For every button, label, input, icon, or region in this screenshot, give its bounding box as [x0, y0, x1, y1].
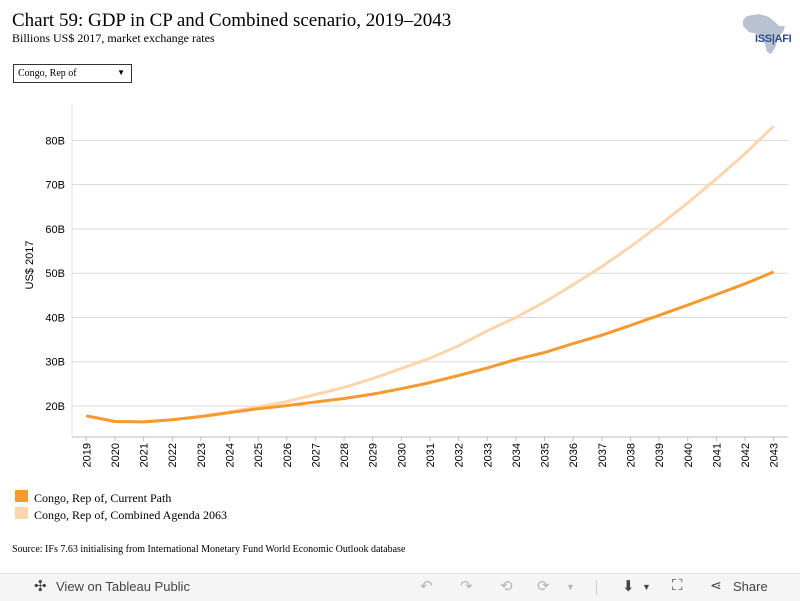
- y-tick-label: 80B: [45, 135, 65, 147]
- legend-swatch: [15, 507, 28, 519]
- view-on-tableau-link[interactable]: View on Tableau Public: [56, 579, 190, 594]
- x-tick-label: 2023: [196, 443, 208, 467]
- x-tick-label: 2038: [625, 443, 637, 467]
- legend-label: Congo, Rep of, Current Path: [34, 491, 172, 505]
- revert-icon[interactable]: ⟲: [500, 578, 513, 595]
- share-button[interactable]: Share: [733, 579, 768, 594]
- y-tick-label: 70B: [45, 180, 65, 192]
- download-icon[interactable]: ⬇: [622, 578, 635, 595]
- page-subtitle: Billions US$ 2017, market exchange rates: [12, 31, 215, 45]
- x-tick-label: 2036: [568, 443, 580, 467]
- x-tick-label: 2029: [368, 443, 380, 467]
- series-lines: [86, 125, 775, 424]
- y-tick-label: 20B: [45, 401, 65, 413]
- x-tick-label: 2040: [683, 443, 695, 467]
- y-tick-label: 60B: [45, 224, 65, 236]
- x-tick-label: 2033: [482, 443, 494, 467]
- gridlines: [71, 105, 788, 438]
- series-line-current-path[interactable]: [86, 270, 775, 424]
- legend-label: Congo, Rep of, Combined Agenda 2063: [34, 508, 227, 522]
- x-tick-label: 2034: [511, 443, 523, 467]
- refresh-icon[interactable]: ⟳: [537, 578, 550, 595]
- legend-swatch: [15, 490, 28, 502]
- x-tick-labels: 2019 2020 2021 2022 2023 2024 2025 2026 2027 2028…: [81, 437, 781, 467]
- x-tick-label: 2026: [282, 443, 294, 467]
- x-tick-label: 2021: [139, 443, 151, 467]
- chevron-down-icon[interactable]: ▼: [642, 582, 651, 592]
- x-tick-label: 2037: [597, 443, 609, 467]
- x-tick-label: 2030: [396, 443, 408, 467]
- country-select-value: Congo, Rep of: [18, 68, 77, 79]
- fullscreen-icon[interactable]: ⛶: [672, 577, 683, 594]
- x-tick-label: 2024: [225, 443, 237, 467]
- country-select[interactable]: Congo, Rep of ▼: [13, 64, 132, 83]
- y-tick-label: 50B: [45, 268, 65, 280]
- y-axis-label: US$ 2017: [24, 241, 36, 290]
- x-tick-label: 2025: [253, 443, 265, 467]
- redo-icon[interactable]: ↷: [460, 578, 473, 595]
- logo-text: ISS|AFI: [755, 33, 792, 45]
- undo-icon[interactable]: ↶: [420, 578, 433, 595]
- tableau-toolbar: ✣ View on Tableau Public ↶ ↷ ⟲ ⟳ ▼ ⬇ ▼ ⛶…: [0, 573, 800, 601]
- x-tick-label: 2028: [339, 443, 351, 467]
- chevron-down-icon: ▼: [117, 68, 125, 77]
- x-tick-label: 2019: [81, 443, 93, 467]
- share-icon[interactable]: ⋖: [710, 577, 722, 593]
- x-tick-label: 2042: [740, 443, 752, 467]
- x-tick-label: 2043: [769, 443, 781, 467]
- x-tick-label: 2020: [110, 443, 122, 467]
- x-tick-label: 2022: [167, 443, 179, 467]
- y-tick-labels: 20B 30B 40B 50B 60B 70B 80B: [45, 135, 65, 413]
- y-tick-label: 40B: [45, 312, 65, 324]
- africa-map-logo: [743, 14, 785, 54]
- chevron-down-icon[interactable]: ▼: [566, 582, 575, 592]
- page-title: Chart 59: GDP in CP and Combined scenari…: [12, 10, 452, 31]
- x-tick-label: 2031: [425, 443, 437, 467]
- tableau-icon: ✣: [34, 578, 47, 595]
- series-line-combined-agenda[interactable]: [86, 125, 775, 424]
- x-tick-label: 2039: [654, 443, 666, 467]
- x-tick-label: 2032: [454, 443, 466, 467]
- source-note: Source: IFs 7.63 initialising from Inter…: [12, 544, 406, 555]
- x-tick-label: 2041: [711, 443, 723, 467]
- toolbar-divider: [596, 580, 597, 595]
- x-tick-label: 2027: [310, 443, 322, 467]
- x-tick-label: 2035: [540, 443, 552, 467]
- y-tick-label: 30B: [45, 357, 65, 369]
